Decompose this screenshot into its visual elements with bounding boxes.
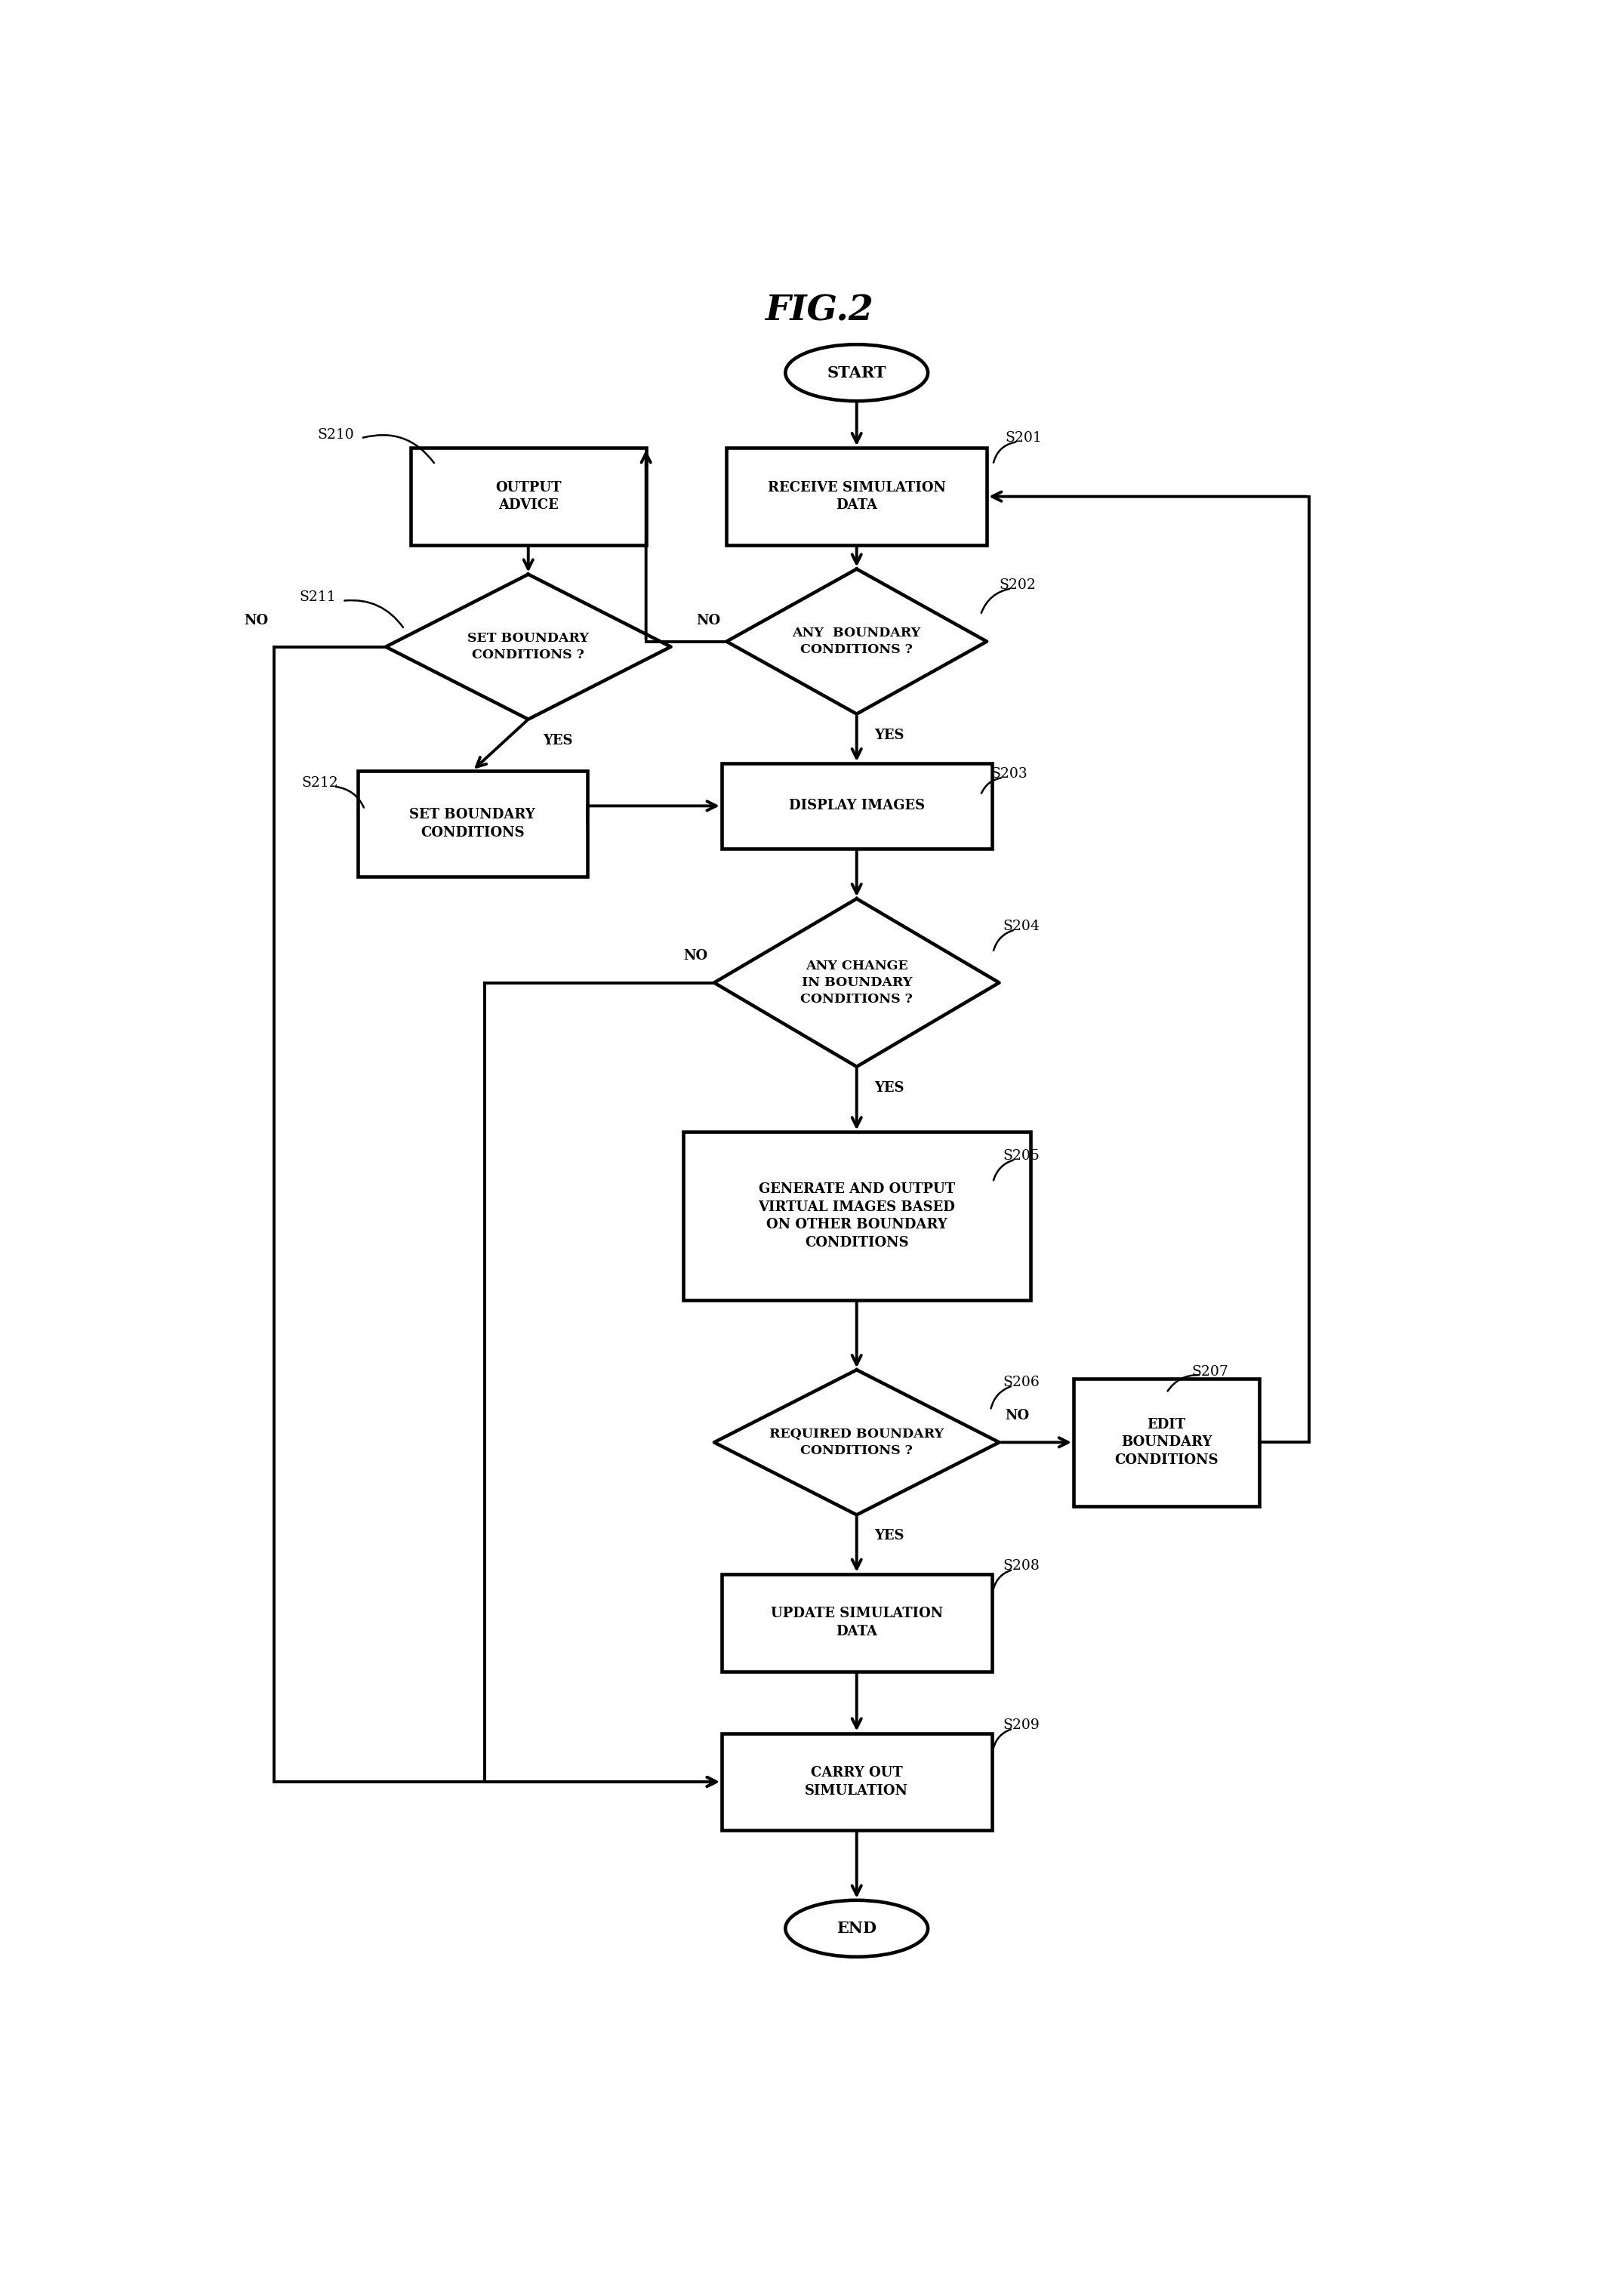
Text: START: START bbox=[827, 365, 886, 381]
Bar bbox=[721, 1733, 991, 1830]
Text: CARRY OUT
SIMULATION: CARRY OUT SIMULATION bbox=[804, 1766, 908, 1798]
Text: YES: YES bbox=[875, 728, 903, 742]
Text: S212: S212 bbox=[302, 776, 339, 790]
Bar bbox=[726, 448, 987, 544]
Text: S202: S202 bbox=[999, 579, 1036, 592]
Bar bbox=[721, 1575, 991, 1671]
Bar bbox=[1073, 1378, 1260, 1506]
Text: ANY  BOUNDARY
CONDITIONS ?: ANY BOUNDARY CONDITIONS ? bbox=[793, 627, 921, 657]
Text: S210: S210 bbox=[318, 427, 355, 441]
Text: NO: NO bbox=[696, 613, 721, 627]
Text: NO: NO bbox=[684, 948, 708, 962]
Bar bbox=[411, 448, 646, 544]
Text: S209: S209 bbox=[1003, 1717, 1039, 1731]
Text: OUTPUT
ADVICE: OUTPUT ADVICE bbox=[496, 480, 561, 512]
Text: UPDATE SIMULATION
DATA: UPDATE SIMULATION DATA bbox=[771, 1607, 943, 1639]
Text: ANY CHANGE
IN BOUNDARY
CONDITIONS ?: ANY CHANGE IN BOUNDARY CONDITIONS ? bbox=[801, 960, 913, 1006]
Text: GENERATE AND OUTPUT
VIRTUAL IMAGES BASED
ON OTHER BOUNDARY
CONDITIONS: GENERATE AND OUTPUT VIRTUAL IMAGES BASED… bbox=[758, 1182, 955, 1249]
Text: NO: NO bbox=[1006, 1410, 1030, 1424]
Text: S203: S203 bbox=[990, 767, 1027, 781]
Text: S206: S206 bbox=[1003, 1375, 1039, 1389]
Text: DISPLAY IMAGES: DISPLAY IMAGES bbox=[788, 799, 924, 813]
Text: YES: YES bbox=[875, 1529, 903, 1543]
Text: SET BOUNDARY
CONDITIONS: SET BOUNDARY CONDITIONS bbox=[409, 808, 536, 840]
Text: S207: S207 bbox=[1191, 1364, 1228, 1378]
Text: S208: S208 bbox=[1003, 1559, 1039, 1573]
Text: S211: S211 bbox=[299, 590, 336, 604]
Text: S205: S205 bbox=[1003, 1150, 1039, 1162]
Bar bbox=[721, 765, 991, 847]
Text: S201: S201 bbox=[1006, 432, 1043, 445]
Text: YES: YES bbox=[875, 1081, 903, 1095]
Text: YES: YES bbox=[544, 735, 572, 746]
Text: NO: NO bbox=[243, 613, 269, 627]
Bar bbox=[683, 1132, 1030, 1300]
Text: EDIT
BOUNDARY
CONDITIONS: EDIT BOUNDARY CONDITIONS bbox=[1115, 1417, 1218, 1467]
Text: RECEIVE SIMULATION
DATA: RECEIVE SIMULATION DATA bbox=[768, 480, 945, 512]
Text: S204: S204 bbox=[1003, 918, 1039, 932]
Text: SET BOUNDARY
CONDITIONS ?: SET BOUNDARY CONDITIONS ? bbox=[467, 631, 588, 661]
Text: END: END bbox=[836, 1922, 876, 1936]
Bar bbox=[358, 771, 587, 877]
Text: REQUIRED BOUNDARY
CONDITIONS ?: REQUIRED BOUNDARY CONDITIONS ? bbox=[769, 1428, 943, 1458]
Text: FIG.2: FIG.2 bbox=[766, 294, 873, 328]
